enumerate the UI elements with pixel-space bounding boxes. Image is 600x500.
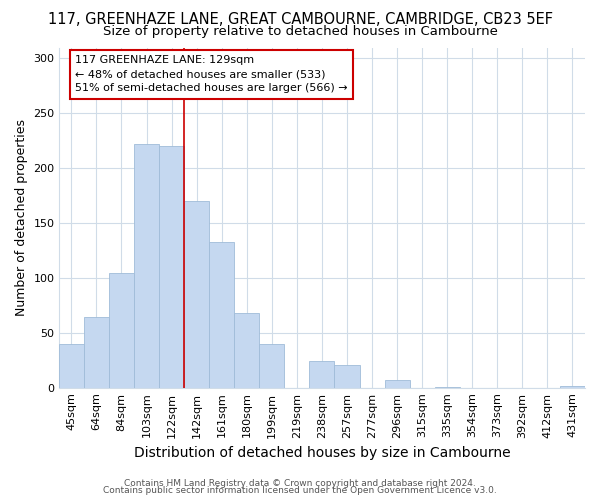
Bar bbox=[109, 273, 134, 388]
Bar bbox=[385, 380, 410, 388]
X-axis label: Distribution of detached houses by size in Cambourne: Distribution of detached houses by size … bbox=[134, 446, 510, 460]
Bar bbox=[59, 344, 84, 389]
Text: Size of property relative to detached houses in Cambourne: Size of property relative to detached ho… bbox=[103, 25, 497, 38]
Bar bbox=[209, 242, 234, 388]
Text: Contains public sector information licensed under the Open Government Licence v3: Contains public sector information licen… bbox=[103, 486, 497, 495]
Text: 117, GREENHAZE LANE, GREAT CAMBOURNE, CAMBRIDGE, CB23 5EF: 117, GREENHAZE LANE, GREAT CAMBOURNE, CA… bbox=[47, 12, 553, 28]
Bar bbox=[560, 386, 585, 388]
Bar bbox=[310, 361, 334, 388]
Bar bbox=[184, 202, 209, 388]
Bar bbox=[84, 317, 109, 388]
Text: Contains HM Land Registry data © Crown copyright and database right 2024.: Contains HM Land Registry data © Crown c… bbox=[124, 478, 476, 488]
Bar bbox=[334, 366, 359, 388]
Bar bbox=[259, 344, 284, 389]
Bar bbox=[234, 312, 259, 388]
Bar bbox=[134, 144, 159, 388]
Y-axis label: Number of detached properties: Number of detached properties bbox=[15, 120, 28, 316]
Bar bbox=[159, 146, 184, 388]
Text: 117 GREENHAZE LANE: 129sqm
← 48% of detached houses are smaller (533)
51% of sem: 117 GREENHAZE LANE: 129sqm ← 48% of deta… bbox=[75, 55, 348, 93]
